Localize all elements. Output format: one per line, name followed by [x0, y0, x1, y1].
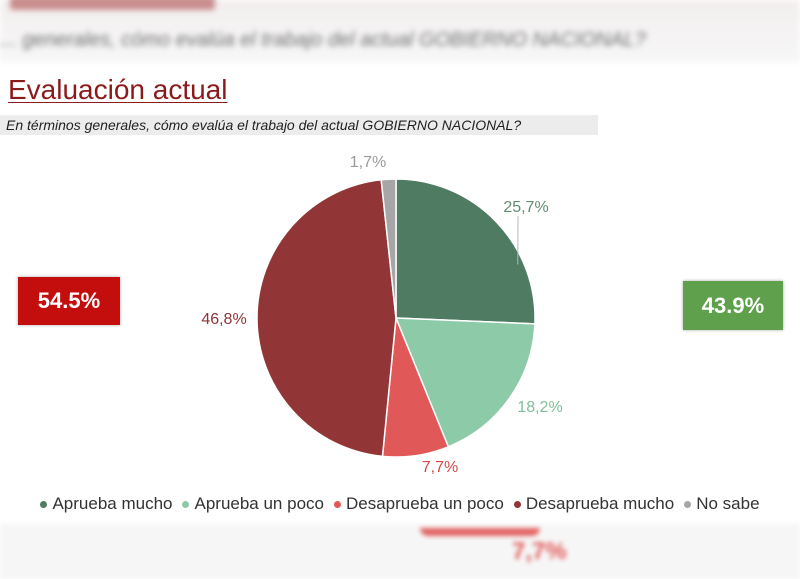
legend-label: Aprueba mucho: [52, 494, 173, 513]
pie-slice-aprueba-un-poco: [394, 317, 536, 448]
pie-slice-aprueba-mucho: [395, 178, 536, 325]
legend-dot-icon: [513, 500, 521, 508]
data-label-aprueba-un-poco: 18,2%: [517, 399, 562, 416]
legend-item-no-sabe: No sabe: [684, 494, 760, 514]
legend-label: Desaprueba mucho: [525, 494, 675, 513]
legend-dot-icon: [40, 500, 48, 508]
pie-slice-desaprueba-mucho: [256, 178, 397, 458]
legend-item-desaprueba-mucho: Desaprueba mucho: [513, 494, 675, 514]
blurred-footer-arc: [420, 528, 540, 536]
approval-total-badge: 43.9%: [683, 281, 783, 330]
blurred-header-background: ... generales, cómo evalúa el trabajo de…: [0, 0, 800, 62]
legend-item-desaprueba-un-poco: Desaprueba un poco: [333, 494, 504, 514]
data-label-desaprueba-mucho: 46,8%: [201, 311, 246, 328]
legend-label: Aprueba un poco: [194, 494, 324, 513]
pie-slice-no-sabe: [380, 178, 397, 319]
legend-label: Desaprueba un poco: [345, 494, 504, 513]
data-label-aprueba-mucho: 25,7%: [503, 199, 548, 216]
blurred-question: ... generales, cómo evalúa el trabajo de…: [0, 29, 646, 51]
chart-subtitle: En términos generales, cómo evalúa el tr…: [0, 115, 598, 135]
legend-dot-icon: [684, 500, 692, 508]
chart-legend: Aprueba mucho Aprueba un poco Desaprueba u…: [0, 494, 800, 514]
legend-item-aprueba-un-poco: Aprueba un poco: [182, 494, 324, 514]
legend-dot-icon: [333, 500, 341, 508]
disapproval-total-badge: 54.5%: [18, 277, 120, 325]
legend-label: No sabe: [696, 494, 760, 513]
data-label-no-sabe: 1,7%: [350, 154, 386, 171]
pie-chart: 25,7% 18,2% 7,7% 46,8% 1,7%: [201, 154, 562, 476]
blurred-footer-background: 7,7%: [0, 524, 800, 579]
chart-title: Evaluación actual: [8, 74, 228, 105]
legend-dot-icon: [182, 500, 190, 508]
blurred-header-bar: [10, 0, 215, 10]
blurred-footer-label: 7,7%: [512, 538, 567, 565]
data-label-desaprueba-un-poco: 7,7%: [422, 459, 458, 476]
legend-item-aprueba-mucho: Aprueba mucho: [40, 494, 172, 514]
